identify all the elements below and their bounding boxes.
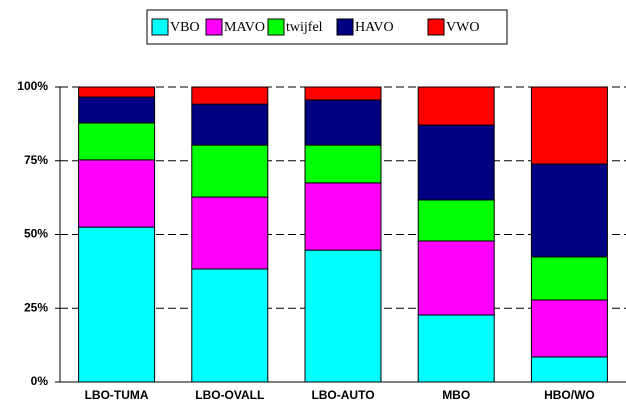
bar-segment bbox=[78, 122, 156, 161]
x-tick-label: HBO/WO bbox=[544, 388, 595, 402]
bar-segment bbox=[417, 86, 495, 126]
bar-segment bbox=[78, 226, 156, 383]
bar-segment bbox=[191, 268, 269, 383]
x-tick-label: MBO bbox=[442, 388, 470, 402]
legend-label: twijfel bbox=[286, 20, 323, 35]
bar-segment bbox=[304, 86, 382, 101]
bar-segment bbox=[530, 86, 608, 165]
y-tick-label: 75% bbox=[24, 153, 48, 167]
bar-segment bbox=[304, 182, 382, 251]
legend-swatch bbox=[336, 18, 354, 36]
bar-segment bbox=[78, 159, 156, 228]
x-tick-label: LBO-OVALL bbox=[195, 388, 264, 402]
legend-swatch bbox=[205, 18, 223, 36]
bar-segment bbox=[530, 356, 608, 383]
bar-segment bbox=[417, 314, 495, 383]
bar-segment bbox=[417, 240, 495, 316]
bar-segment bbox=[78, 86, 156, 98]
y-tick-label: 0% bbox=[31, 374, 49, 388]
bar-segment bbox=[417, 199, 495, 242]
bar-segment bbox=[304, 99, 382, 146]
y-tick-label: 25% bbox=[24, 300, 48, 314]
bar-segment bbox=[530, 256, 608, 301]
legend-label: HAVO bbox=[355, 20, 394, 35]
bar-segment bbox=[78, 96, 156, 124]
legend-label: VBO bbox=[170, 20, 200, 35]
bar-segment bbox=[304, 144, 382, 184]
y-tick-label: 100% bbox=[17, 79, 48, 93]
legend-swatch bbox=[267, 18, 285, 36]
bar-segment bbox=[304, 249, 382, 383]
legend-swatch bbox=[427, 18, 445, 36]
bar-segment bbox=[191, 103, 269, 146]
bar-segment bbox=[530, 163, 608, 258]
bar-segment bbox=[417, 124, 495, 201]
bar-segment bbox=[191, 196, 269, 270]
legend-label: MAVO bbox=[224, 20, 265, 35]
x-tick-label: LBO-AUTO bbox=[311, 388, 374, 402]
legend-swatch bbox=[151, 18, 169, 36]
bar-segment bbox=[530, 299, 608, 358]
bar-segment bbox=[191, 144, 269, 198]
legend-label: VWO bbox=[446, 20, 479, 35]
x-tick-label: LBO-TUMA bbox=[85, 388, 149, 402]
bar-segment bbox=[191, 86, 269, 105]
y-tick-label: 50% bbox=[24, 227, 48, 241]
